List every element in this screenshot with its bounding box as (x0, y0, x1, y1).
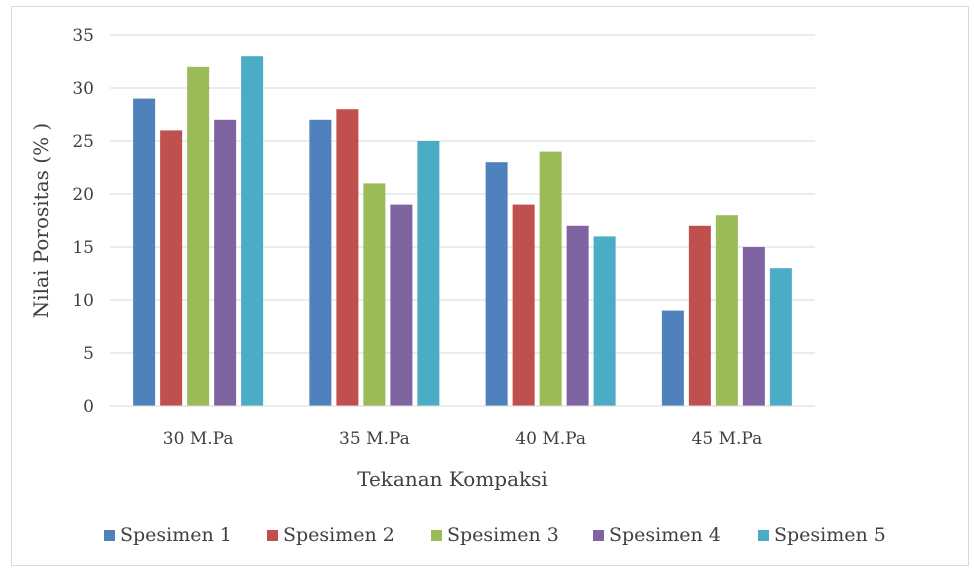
bar-spesimen-4-2 (566, 225, 589, 406)
bar-spesimen-1-3 (661, 310, 684, 406)
bar-spesimen-5-1 (417, 141, 440, 406)
bar-spesimen-4-1 (390, 204, 413, 406)
bar-spesimen-4-3 (742, 247, 765, 406)
legend-swatch (431, 530, 442, 541)
bar-spesimen-2-3 (688, 225, 711, 406)
bar-spesimen-2-0 (160, 130, 183, 406)
x-tick-label: 40 M.Pa (515, 429, 586, 449)
y-tick-label: 5 (83, 344, 94, 364)
bar-spesimen-1-1 (309, 119, 332, 407)
bar-spesimen-2-2 (512, 204, 535, 406)
bar-spesimen-3-2 (539, 151, 562, 406)
y-axis-ticks: 0 5 10 15 20 25 30 35 (72, 26, 94, 417)
x-tick-label: 45 M.Pa (692, 429, 763, 449)
x-axis-label: Tekanan Kompaksi (357, 467, 548, 491)
y-tick-label: 35 (72, 26, 94, 46)
bar-spesimen-3-0 (187, 66, 210, 407)
legend-label: Spesimen 3 (447, 524, 559, 546)
legend-swatch (267, 530, 278, 541)
y-tick-label: 0 (83, 397, 94, 417)
bar-spesimen-4-0 (214, 119, 237, 407)
y-tick-label: 15 (72, 238, 94, 258)
bar-spesimen-3-3 (715, 215, 738, 406)
y-tick-label: 10 (72, 291, 94, 311)
y-tick-label: 30 (72, 79, 94, 99)
bar-spesimen-1-0 (133, 98, 156, 406)
bar-spesimen-2-1 (336, 109, 359, 406)
bar-spesimen-1-2 (485, 162, 508, 406)
y-tick-label: 25 (72, 132, 94, 152)
bar-spesimen-5-0 (241, 56, 264, 406)
legend-label: Spesimen 1 (120, 524, 232, 546)
legend-label: Spesimen 5 (774, 524, 886, 546)
legend-label: Spesimen 2 (283, 524, 395, 546)
legend-label: Spesimen 4 (609, 524, 721, 546)
bars (133, 56, 792, 407)
x-tick-label: 35 M.Pa (339, 429, 410, 449)
x-tick-label: 30 M.Pa (163, 429, 234, 449)
bar-spesimen-5-2 (593, 236, 616, 406)
legend-swatch (758, 530, 769, 541)
y-tick-label: 20 (72, 185, 94, 205)
bar-spesimen-3-1 (363, 183, 386, 406)
legend-swatch (593, 530, 604, 541)
x-axis-ticks: 30 M.Pa 35 M.Pa 40 M.Pa 45 M.Pa (163, 429, 762, 449)
legend: Spesimen 1 Spesimen 2 Spesimen 3 Spesimen 4… (104, 524, 886, 546)
bar-spesimen-5-3 (769, 268, 792, 406)
y-axis-label: Nilai Porositas (% ) (29, 123, 53, 318)
legend-swatch (104, 530, 115, 541)
